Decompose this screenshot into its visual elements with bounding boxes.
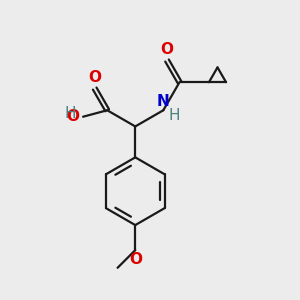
Text: O: O [88, 70, 101, 85]
Text: O: O [160, 42, 173, 57]
Text: O: O [67, 109, 80, 124]
Text: H: H [169, 108, 180, 123]
Text: O: O [129, 253, 142, 268]
Text: N: N [157, 94, 170, 109]
Text: H: H [64, 106, 76, 121]
